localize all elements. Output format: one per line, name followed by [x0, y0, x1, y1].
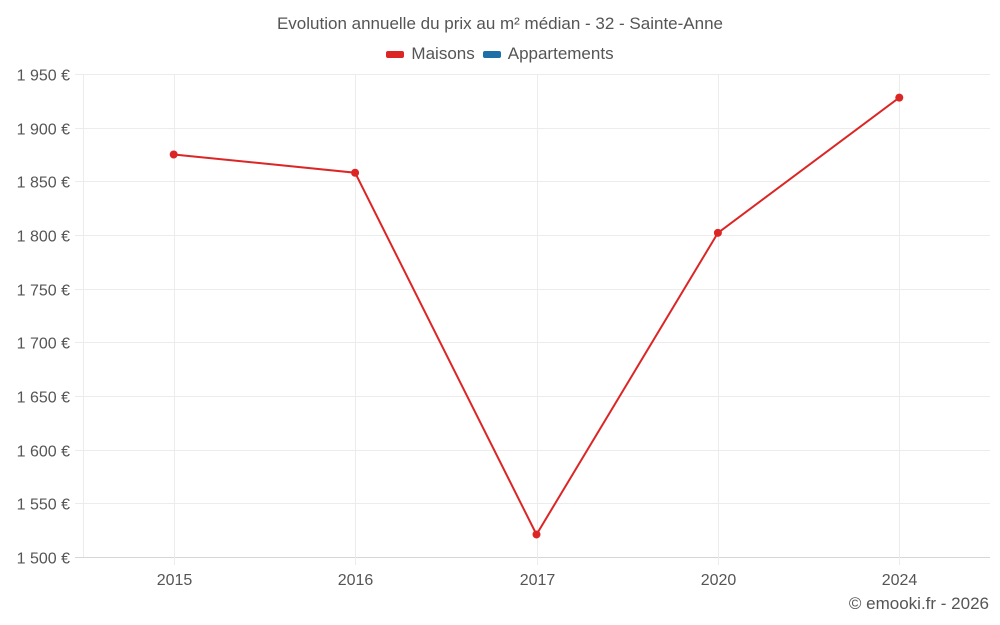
x-tick-label: 2015	[157, 572, 193, 589]
y-tick-label: 1 500 €	[17, 551, 70, 568]
legend-item-appartements[interactable]: Appartements	[482, 44, 614, 64]
data-point[interactable]	[713, 228, 722, 237]
y-tick-label: 1 650 €	[17, 390, 70, 407]
credit-text: © emooki.fr - 2026	[848, 594, 989, 613]
chart-legend: Maisons Appartements	[0, 44, 1000, 64]
x-tick-label: 2024	[882, 572, 918, 589]
x-axis: 2015 2016 2017 2020 2024	[157, 572, 918, 589]
chart-title: Evolution annuelle du prix au m² médian …	[276, 14, 724, 33]
y-tick-label: 1 700 €	[17, 336, 70, 353]
x-tick-label: 2020	[701, 572, 737, 589]
x-tick-label: 2016	[338, 572, 374, 589]
grid-lines	[75, 74, 990, 565]
y-tick-label: 1 550 €	[17, 497, 70, 514]
y-tick-label: 1 900 €	[17, 122, 70, 139]
y-tick-label: 1 600 €	[17, 444, 70, 461]
series-maisons	[169, 93, 904, 539]
legend-swatch-maisons	[386, 50, 405, 58]
data-point[interactable]	[351, 168, 360, 177]
y-axis: 1 500 € 1 550 € 1 600 € 1 650 € 1 700 € 1 750…	[17, 68, 70, 568]
data-point[interactable]	[895, 93, 904, 102]
y-tick-label: 1 800 €	[17, 229, 70, 246]
series-line	[173, 96, 900, 537]
legend-label-appartements: Appartements	[507, 44, 614, 63]
x-tick-label: 2017	[520, 572, 556, 589]
legend-label-maisons: Maisons	[411, 44, 475, 63]
y-tick-label: 1 750 €	[17, 283, 70, 300]
legend-swatch-appartements	[482, 50, 501, 58]
y-tick-label: 1 950 €	[17, 68, 70, 85]
legend-item-maisons[interactable]: Maisons	[386, 44, 475, 64]
y-tick-label: 1 850 €	[17, 175, 70, 192]
data-point[interactable]	[169, 150, 178, 159]
data-point[interactable]	[532, 530, 541, 539]
